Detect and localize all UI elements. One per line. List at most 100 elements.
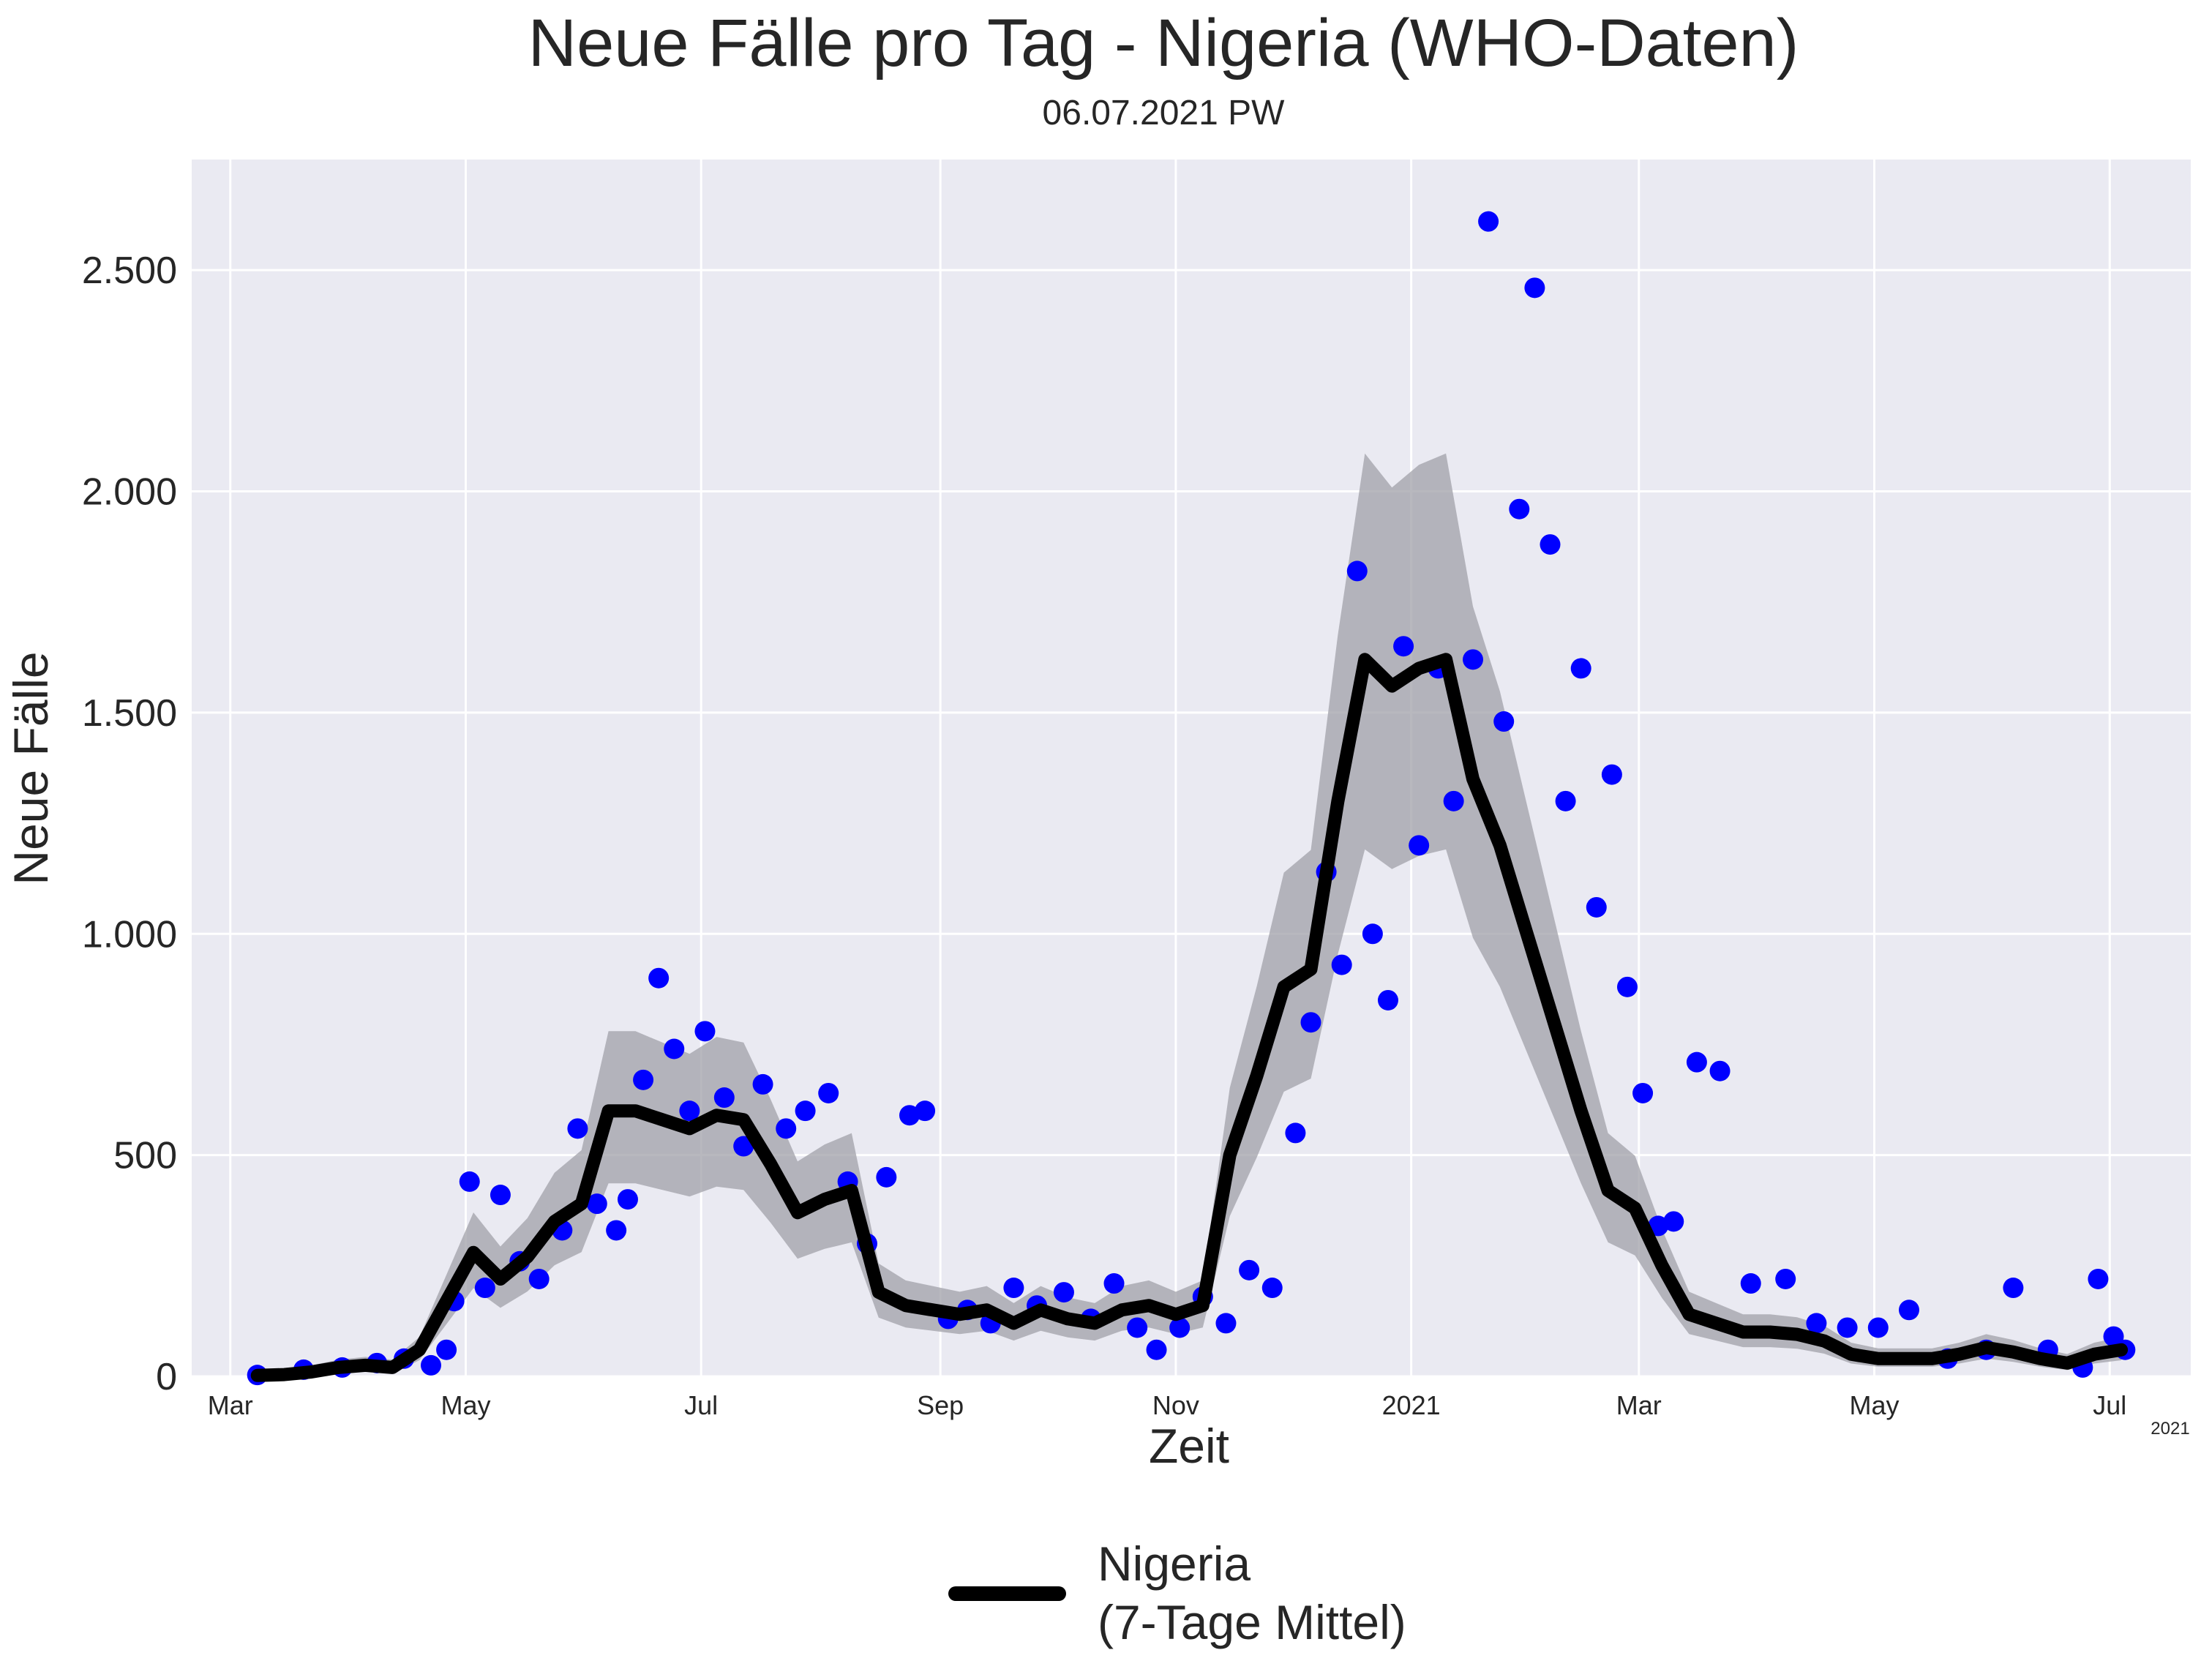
- plot-area: [192, 160, 2191, 1386]
- x-tick-label: Mar: [1616, 1390, 1662, 1420]
- data-point: [733, 1136, 754, 1157]
- data-point: [1509, 498, 1530, 520]
- data-point: [1837, 1317, 1858, 1338]
- data-point: [1601, 764, 1622, 785]
- x-tick-label: May: [1850, 1390, 1900, 1420]
- data-point: [795, 1100, 816, 1122]
- data-point: [1239, 1259, 1260, 1280]
- data-point: [1331, 954, 1352, 975]
- data-point: [1169, 1317, 1191, 1338]
- data-point: [1632, 1082, 1654, 1103]
- x-tick-label: Jul: [684, 1390, 718, 1420]
- data-point: [1346, 560, 1368, 582]
- data-point: [459, 1171, 480, 1192]
- x-axis-ticks: Mar May Jul Sep Nov 2021 Mar May Jul: [208, 1390, 2127, 1420]
- data-point: [1493, 711, 1515, 732]
- data-point: [915, 1100, 936, 1122]
- data-point: [876, 1166, 897, 1188]
- x-tick-label: 2021: [1382, 1390, 1441, 1420]
- x-axis-offset-label: 2021: [2151, 1419, 2189, 1439]
- y-tick-label: 1.500: [82, 692, 177, 735]
- data-point: [1586, 896, 1607, 918]
- y-tick-label: 0: [156, 1356, 177, 1398]
- y-tick-label: 500: [113, 1135, 177, 1177]
- data-point: [1261, 1278, 1283, 1299]
- x-tick-label: Jul: [2093, 1390, 2126, 1420]
- y-tick-label: 1.000: [82, 913, 177, 956]
- data-point: [567, 1118, 588, 1139]
- data-point: [1478, 211, 1499, 232]
- data-point: [1393, 636, 1414, 657]
- data-point: [1443, 790, 1464, 811]
- data-point: [1285, 1122, 1306, 1144]
- data-point: [1570, 658, 1591, 679]
- data-point: [1686, 1051, 1707, 1073]
- data-point: [1053, 1282, 1074, 1303]
- band-area: [257, 453, 2122, 1376]
- data-point: [1146, 1339, 1167, 1360]
- data-point: [1806, 1313, 1827, 1334]
- data-point: [1300, 1012, 1321, 1033]
- data-point: [2103, 1326, 2124, 1347]
- data-point: [1524, 277, 1545, 299]
- data-point: [1540, 534, 1561, 555]
- data-point: [1775, 1268, 1796, 1289]
- series-line-nigeria: [250, 653, 2129, 1382]
- x-tick-label: Mar: [208, 1390, 253, 1420]
- data-point: [1663, 1211, 1684, 1232]
- data-point: [664, 1038, 685, 1060]
- x-axis-label: Zeit: [1149, 1419, 1229, 1473]
- data-point: [1740, 1273, 1761, 1294]
- confidence-band: [257, 453, 2122, 1376]
- data-point: [2003, 1278, 2024, 1299]
- data-point: [1003, 1278, 1024, 1299]
- data-point: [436, 1339, 457, 1360]
- data-point: [1555, 790, 1576, 811]
- chart-title: Neue Fälle pro Tag - Nigeria (WHO-Daten): [528, 6, 1799, 80]
- data-point: [752, 1073, 773, 1095]
- data-point: [1127, 1317, 1148, 1338]
- chart-subtitle: 06.07.2021 PW: [1043, 94, 1286, 132]
- data-point: [694, 1021, 716, 1042]
- data-point: [1103, 1273, 1125, 1294]
- data-point: [1616, 976, 1638, 997]
- data-point: [1867, 1317, 1889, 1338]
- legend-label-line-2: (7-Tage Mittel): [1098, 1595, 1406, 1649]
- data-point: [776, 1118, 797, 1139]
- data-point: [818, 1082, 839, 1103]
- data-point: [899, 1105, 920, 1126]
- data-point: [713, 1087, 735, 1109]
- data-point: [586, 1193, 607, 1215]
- x-tick-label: Sep: [917, 1390, 964, 1420]
- data-point: [617, 1189, 638, 1210]
- y-axis-ticks: 0 500 1.000 1.500 2.000 2.500: [82, 250, 177, 1398]
- mean-line: [250, 653, 2129, 1382]
- data-point: [633, 1069, 654, 1090]
- legend: Nigeria (7-Tage Mittel): [948, 1537, 1406, 1649]
- plot-background: [192, 160, 2191, 1376]
- y-tick-label: 2.500: [82, 250, 177, 292]
- data-point: [1362, 923, 1383, 945]
- data-point: [2088, 1268, 2109, 1289]
- data-point: [679, 1100, 700, 1122]
- data-point: [1377, 989, 1398, 1010]
- data-point: [474, 1278, 495, 1299]
- data-point: [1648, 1215, 1669, 1237]
- data-point: [1409, 835, 1430, 856]
- grid: [192, 160, 2191, 1378]
- data-point: [648, 967, 670, 989]
- data-point: [1709, 1060, 1731, 1081]
- data-point: [490, 1185, 511, 1206]
- x-tick-label: Nov: [1152, 1390, 1199, 1420]
- y-tick-label: 2.000: [82, 471, 177, 514]
- data-point: [1463, 649, 1484, 670]
- y-axis-label: Neue Fälle: [4, 651, 58, 885]
- data-point: [1898, 1300, 1919, 1321]
- legend-label-line-1: Nigeria: [1098, 1537, 1251, 1591]
- data-point: [528, 1268, 550, 1289]
- data-point: [420, 1354, 441, 1376]
- data-point: [1215, 1313, 1237, 1334]
- x-tick-label: May: [440, 1390, 490, 1420]
- data-point: [606, 1220, 627, 1241]
